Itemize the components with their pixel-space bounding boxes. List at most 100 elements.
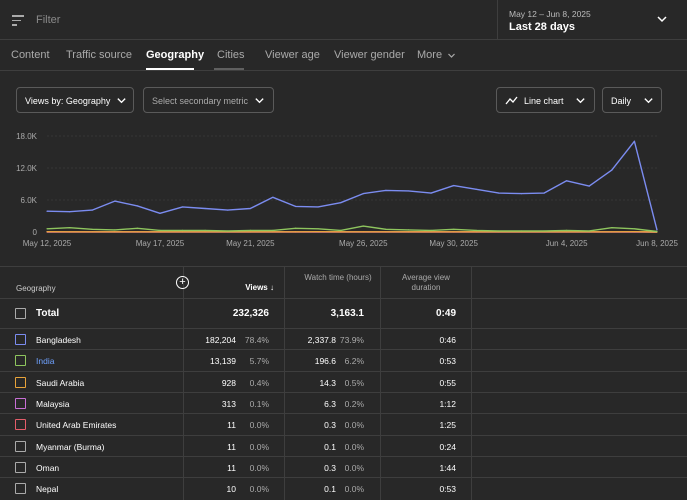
- table-row[interactable]: Nepal 10 0.0% 0.1 0.0% 0:53: [0, 477, 687, 498]
- country-name[interactable]: India: [36, 356, 55, 367]
- data-point: [159, 231, 161, 233]
- table-row[interactable]: Oman 11 0.0% 0.3 0.0% 1:44: [0, 455, 687, 477]
- data-point: [317, 231, 319, 233]
- watch-time-percent: 0.0%: [344, 420, 364, 431]
- watch-time-percent: 0.0%: [344, 484, 364, 495]
- chevron-down-icon: [644, 98, 653, 104]
- date-range-label: Last 28 days: [509, 21, 576, 33]
- tab-viewer-gender[interactable]: Viewer gender: [334, 49, 405, 61]
- data-point: [588, 185, 590, 187]
- table-row[interactable]: Malaysia 313 0.1% 6.3 0.2% 1:12: [0, 391, 687, 413]
- views-percent: 0.0%: [249, 441, 269, 452]
- data-point: [317, 228, 319, 230]
- data-point: [68, 227, 71, 229]
- data-point: [656, 229, 658, 231]
- views-percent: 5.7%: [249, 356, 269, 367]
- data-point: [566, 180, 568, 182]
- data-point: [362, 231, 364, 233]
- data-point: [272, 231, 274, 233]
- total-watch-time: 3,163.1: [330, 308, 364, 319]
- tab-viewer-age[interactable]: Viewer age: [265, 49, 320, 61]
- tab-traffic-source[interactable]: Traffic source: [66, 49, 133, 61]
- views-header[interactable]: Views ↓: [214, 283, 274, 293]
- table-row[interactable]: Bangladesh 182,204 78.4% 2,337.8 73.9% 0…: [0, 328, 687, 349]
- tab-more-label: More: [417, 49, 443, 61]
- checkbox[interactable]: [15, 355, 26, 367]
- filter-input[interactable]: Filter: [36, 14, 61, 26]
- checkbox[interactable]: [15, 483, 26, 495]
- table-row-total: Total 232,326 3,163.1 0:49: [0, 298, 687, 328]
- data-point: [181, 206, 184, 208]
- checkbox[interactable]: [15, 308, 26, 319]
- column-divider: [284, 266, 285, 500]
- data-point: [136, 231, 138, 233]
- data-point: [204, 229, 206, 231]
- checkbox[interactable]: [15, 440, 26, 452]
- data-point: [453, 228, 455, 230]
- checkbox[interactable]: [15, 461, 26, 473]
- chevron-down-icon: [576, 98, 585, 104]
- chevron-down-icon: [255, 98, 264, 104]
- y-tick-label: 12.0K: [16, 164, 38, 173]
- data-point: [566, 229, 568, 231]
- checkbox[interactable]: [15, 397, 26, 409]
- data-point: [611, 227, 613, 229]
- data-point: [159, 212, 161, 214]
- checkbox[interactable]: [15, 419, 26, 431]
- data-point: [633, 231, 636, 233]
- watch-time-percent: 0.0%: [344, 441, 364, 452]
- watch-time-percent: 0.0%: [344, 462, 364, 473]
- sort-down-icon: ↓: [270, 283, 274, 292]
- table-row[interactable]: India 13,139 5.7% 196.6 6.2% 0:53: [0, 349, 687, 370]
- table-row[interactable]: Saudi Arabia 928 0.4% 14.3 0.5% 0:55: [0, 370, 687, 392]
- watch-time-value: 0.1: [324, 441, 336, 452]
- add-column-icon[interactable]: +: [176, 276, 189, 289]
- data-point: [498, 230, 500, 232]
- total-views: 232,326: [232, 308, 269, 319]
- filter-icon[interactable]: [12, 15, 24, 26]
- checkbox[interactable]: [15, 376, 26, 388]
- secondary-metric-dropdown[interactable]: Select secondary metric: [143, 87, 274, 113]
- data-point: [520, 193, 523, 195]
- watch-time-value: 0.3: [324, 462, 336, 473]
- tab-geography[interactable]: Geography: [146, 49, 205, 61]
- table-row[interactable]: United Arab Emirates 11 0.0% 0.3 0.0% 1:…: [0, 413, 687, 434]
- series-line: [46, 225, 658, 233]
- data-point: [475, 231, 477, 233]
- data-point: [91, 209, 93, 211]
- data-point: [68, 211, 71, 213]
- views-percent: 0.0%: [249, 420, 269, 431]
- data-point: [430, 231, 432, 233]
- data-point: [294, 205, 297, 207]
- data-point: [407, 190, 410, 192]
- data-point: [181, 229, 184, 231]
- date-range-picker[interactable]: May 12 – Jun 8, 2025 Last 28 days: [497, 0, 687, 40]
- tab-cities[interactable]: Cities: [217, 49, 245, 61]
- checkbox[interactable]: [15, 334, 26, 345]
- column-divider: [380, 266, 381, 500]
- date-range-text: May 12 – Jun 8, 2025: [509, 9, 591, 19]
- watch-time-header[interactable]: Watch time (hours): [304, 273, 372, 282]
- data-point: [543, 230, 545, 232]
- geography-header: Geography: [16, 284, 56, 293]
- watch-time-value: 6.3: [324, 398, 336, 409]
- data-point: [475, 229, 477, 231]
- tab-content[interactable]: Content: [11, 49, 50, 61]
- table-row[interactable]: Myanmar (Burma) 11 0.0% 0.1 0.0% 0:24: [0, 434, 687, 456]
- watch-time-percent: 6.2%: [344, 356, 364, 367]
- chart-type-dropdown[interactable]: Line chart: [496, 87, 595, 113]
- tab-more[interactable]: More: [417, 49, 456, 61]
- total-avg-duration: 0:49: [435, 308, 456, 319]
- data-point: [204, 231, 206, 233]
- avg-duration-header[interactable]: Average view duration: [402, 273, 450, 292]
- x-tick-label: May 17, 2025: [136, 239, 185, 248]
- data-point: [136, 227, 138, 229]
- views-percent: 0.0%: [249, 484, 269, 495]
- data-point: [91, 228, 93, 230]
- views-value: 928: [221, 377, 236, 388]
- data-point: [611, 231, 613, 233]
- views-header-label: Views: [245, 283, 268, 292]
- interval-dropdown[interactable]: Daily: [602, 87, 662, 113]
- views-by-dropdown[interactable]: Views by: Geography: [16, 87, 134, 113]
- cities-tab-indicator: [214, 68, 244, 70]
